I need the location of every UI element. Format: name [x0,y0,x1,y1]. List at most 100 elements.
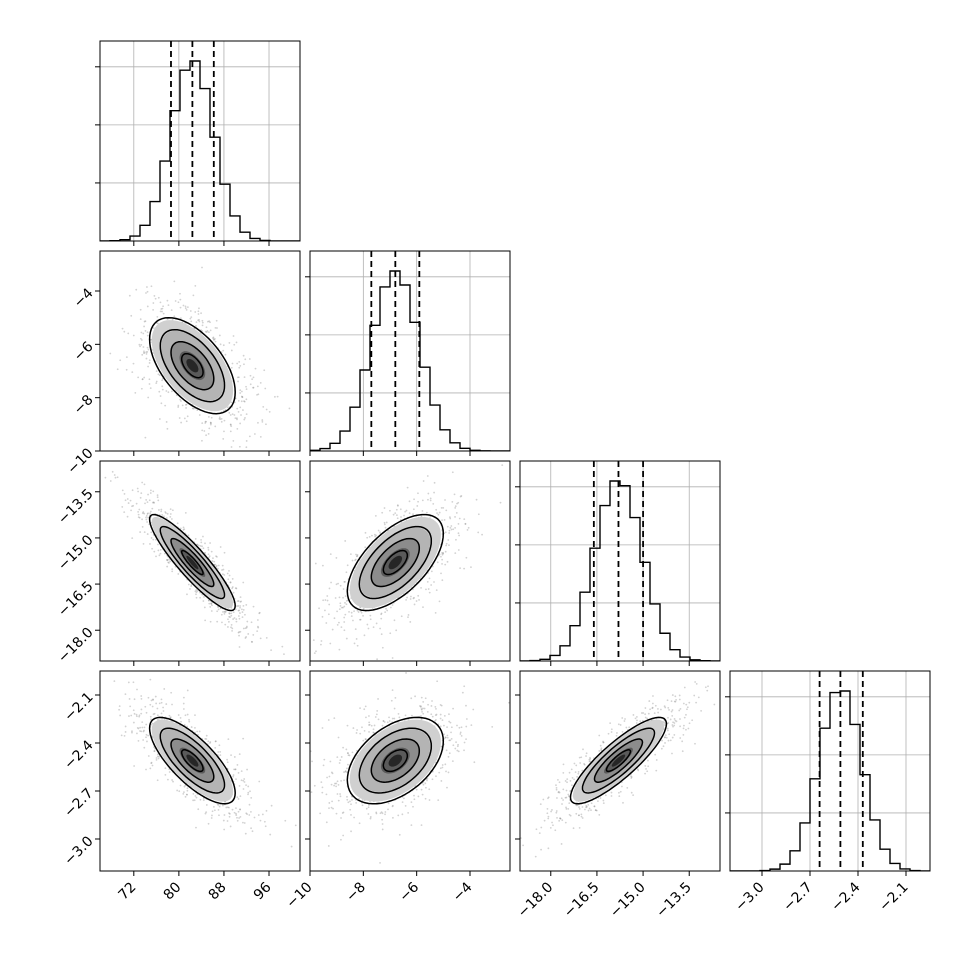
sample-point [238,411,240,413]
sample-point [208,331,210,333]
sample-point [170,513,172,515]
sample-point [266,637,268,639]
sample-point [236,817,238,819]
sample-point [200,312,202,314]
sample-point [245,833,247,835]
sample-point [445,551,447,553]
sample-point [238,400,240,402]
sample-point [171,704,173,706]
sample-point [322,727,324,729]
sample-point [447,539,449,541]
sample-point [251,621,253,623]
sample-point [209,555,211,557]
panel-plot-area [302,643,510,864]
sample-point [223,344,225,346]
sample-point [449,739,451,741]
sample-point [243,419,245,421]
sample-point [128,715,130,717]
sample-point [322,786,324,788]
sample-point [337,624,339,626]
sample-point [238,772,240,774]
sample-point [578,806,580,808]
sample-point [192,408,194,410]
sample-point [392,657,394,659]
sample-point [464,742,466,744]
sample-point [187,306,189,308]
sample-point [236,342,238,344]
sample-point [462,692,464,694]
sample-point [343,771,345,773]
sample-point [144,502,146,504]
sample-point [129,705,131,707]
sample-point [477,532,479,534]
sample-point [211,604,213,606]
sample-point [204,738,206,740]
sample-point [230,425,232,427]
sample-point [685,714,687,716]
sample-point [207,330,209,332]
sample-point [344,614,346,616]
sample-point [347,725,349,727]
sample-point [460,496,462,498]
sample-point [218,814,220,816]
sample-point [459,567,461,569]
sample-point [410,598,412,600]
sample-point [478,513,480,515]
sample-point [241,770,243,772]
sample-point [178,301,180,303]
sample-point [414,604,416,606]
sample-point [427,475,429,477]
sample-point [363,708,365,710]
sample-point [184,786,186,788]
sample-point [196,731,198,733]
sample-point [240,816,242,818]
sample-point [364,634,366,636]
sample-point [138,509,140,511]
sample-point [250,797,252,799]
sample-point [134,698,136,700]
sample-point [329,776,331,778]
sample-point [648,700,650,702]
sample-point [321,792,323,794]
sample-point [144,531,146,533]
sample-point [214,809,216,811]
sample-point [168,562,170,564]
sample-point [156,757,158,759]
sample-point [590,809,592,811]
sample-point [180,717,182,719]
sample-point [155,555,157,557]
sample-point [152,539,154,541]
sample-point [446,787,448,789]
sample-point [625,727,627,729]
sample-point [448,532,450,534]
sample-point [165,703,167,705]
sample-point [223,569,225,571]
sample-point [242,780,244,782]
sample-point [238,817,240,819]
sample-point [183,708,185,710]
sample-point [401,615,403,617]
sample-point [566,778,568,780]
sample-point [247,786,249,788]
sample-point [315,563,317,565]
sample-point [194,311,196,313]
sample-point [330,582,332,584]
sample-point [429,799,431,801]
sample-point [245,636,247,638]
sample-point [133,722,135,724]
sample-point [416,789,418,791]
sample-point [236,417,238,419]
sample-point [440,718,442,720]
sample-point [201,545,203,547]
sample-point [159,374,161,376]
sample-point [188,719,190,721]
sample-point [425,589,427,591]
sample-point [231,587,233,589]
sample-point [436,512,438,514]
sample-point [222,805,224,807]
sample-point [443,733,445,735]
sample-point [440,780,442,782]
panel-plot-area [100,41,300,241]
sample-point [405,599,407,601]
sample-point [385,608,387,610]
